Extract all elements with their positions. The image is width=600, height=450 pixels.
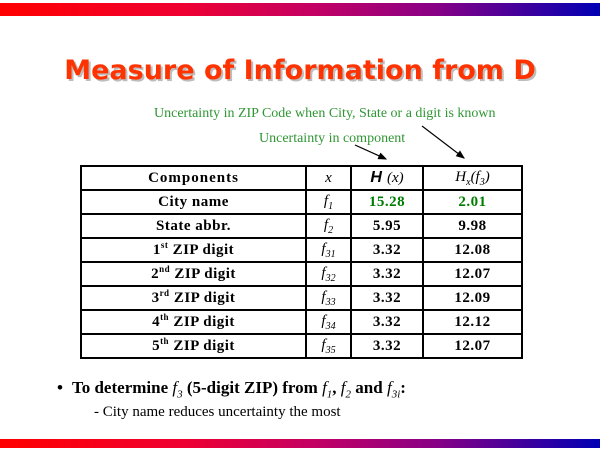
- cell-component: City name: [80, 189, 307, 215]
- bottom-gradient-bar: [0, 439, 600, 448]
- annotation-component-uncertainty: Uncertainty in component: [259, 131, 406, 146]
- cell-variable: f2: [305, 213, 352, 239]
- bullet-point: • To determine f3 (5-digit ZIP) from f1, …: [57, 378, 406, 401]
- cell-component: State abbr.: [80, 213, 307, 239]
- cell-component: 1st ZIP digit: [80, 237, 307, 263]
- cell-component: 3rd ZIP digit: [80, 285, 307, 311]
- cell-hxf3: 12.07: [422, 261, 523, 287]
- slide-title: Measure of Information from D: [64, 55, 536, 86]
- table-row: City name f1 15.28 2.01: [80, 189, 523, 215]
- cell-component: 5th ZIP digit: [80, 333, 307, 359]
- cell-hxf3: 12.07: [422, 333, 523, 359]
- table-row: 2nd ZIP digit f32 3.32 12.07: [80, 261, 523, 287]
- bullet-marker: •: [57, 378, 63, 397]
- cell-component: 2nd ZIP digit: [80, 261, 307, 287]
- cell-hx: 3.32: [350, 309, 424, 335]
- cell-variable: f1: [305, 189, 352, 215]
- cell-hxf3: 12.09: [422, 285, 523, 311]
- sub-bullet-point: - City name reduces uncertainty the most: [94, 404, 341, 420]
- table-row: 5th ZIP digit f35 3.32 12.07: [80, 333, 523, 359]
- cell-hxf3: 12.08: [422, 237, 523, 263]
- table-row: 3rd ZIP digit f33 3.32 12.09: [80, 285, 523, 311]
- table-header-row: Components x H (x) Hx(f3): [80, 165, 523, 191]
- information-table: Components x H (x) Hx(f3) City name f1 15…: [80, 165, 523, 359]
- cell-hxf3: 9.98: [422, 213, 523, 239]
- cell-variable: f33: [305, 285, 352, 311]
- cell-variable: f31: [305, 237, 352, 263]
- cell-hxf3: 2.01: [422, 189, 523, 215]
- cell-hx: 15.28: [350, 189, 424, 215]
- col-header-x: x: [305, 165, 352, 191]
- cell-hx: 3.32: [350, 285, 424, 311]
- table-row: 1st ZIP digit f31 3.32 12.08: [80, 237, 523, 263]
- cell-hx: 5.95: [350, 213, 424, 239]
- col-header-components: Components: [80, 165, 307, 191]
- arrow-to-hx-column-icon: [354, 144, 388, 160]
- table-row: State abbr. f2 5.95 9.98: [80, 213, 523, 239]
- cell-hx: 3.32: [350, 237, 424, 263]
- col-header-hx: H (x): [350, 165, 424, 191]
- annotation-zip-uncertainty: Uncertainty in ZIP Code when City, State…: [154, 106, 496, 121]
- cell-hxf3: 12.12: [422, 309, 523, 335]
- cell-hx: 3.32: [350, 261, 424, 287]
- arrow-to-hxf3-column-icon: [421, 125, 465, 159]
- cell-variable: f34: [305, 309, 352, 335]
- cell-hx: 3.32: [350, 333, 424, 359]
- col-header-hxf3: Hx(f3): [422, 165, 523, 191]
- top-gradient-bar: [0, 3, 600, 16]
- cell-component: 4th ZIP digit: [80, 309, 307, 335]
- cell-variable: f32: [305, 261, 352, 287]
- table-row: 4th ZIP digit f34 3.32 12.12: [80, 309, 523, 335]
- cell-variable: f35: [305, 333, 352, 359]
